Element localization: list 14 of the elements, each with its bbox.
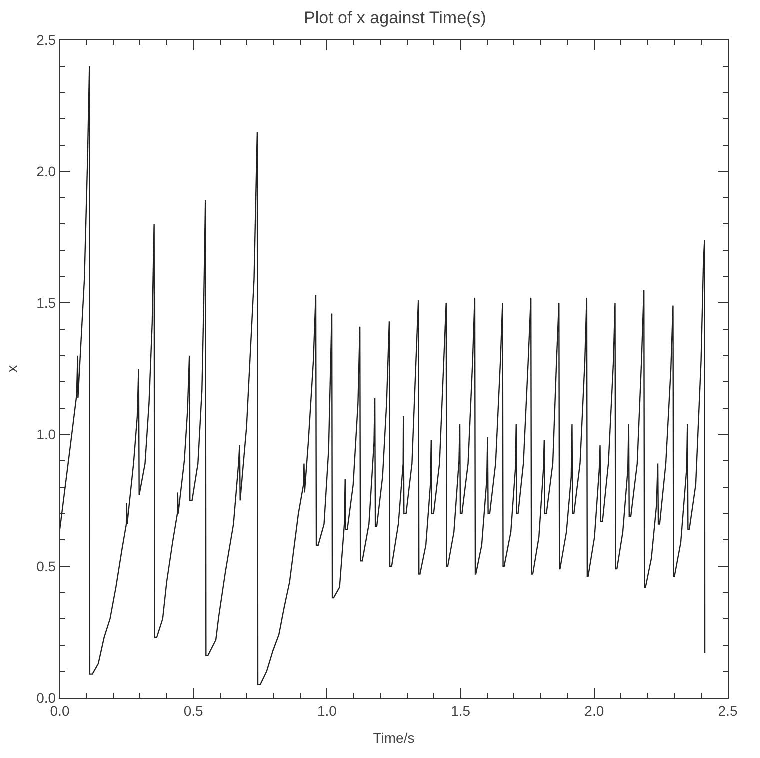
x-tick-label: 2.5 xyxy=(718,702,738,719)
y-tick-label: 1.5 xyxy=(36,295,56,312)
x-tick-label: 1.5 xyxy=(451,702,471,719)
y-tick-label: 1.0 xyxy=(36,426,56,443)
y-axis-title: x xyxy=(4,366,20,372)
x-tick-label: 0.5 xyxy=(184,702,204,719)
y-tick-label: 2.0 xyxy=(36,164,56,180)
line-series xyxy=(60,66,706,686)
x-tick-label: 1.0 xyxy=(317,702,338,719)
x-axis-title: Time/s xyxy=(373,730,415,746)
y-tick-label: 2.5 xyxy=(36,32,56,48)
chart-title: Plot of x against Time(s) xyxy=(304,8,486,28)
y-tick-label: 0.5 xyxy=(36,558,56,574)
x-tick-label: 2.0 xyxy=(584,702,604,719)
